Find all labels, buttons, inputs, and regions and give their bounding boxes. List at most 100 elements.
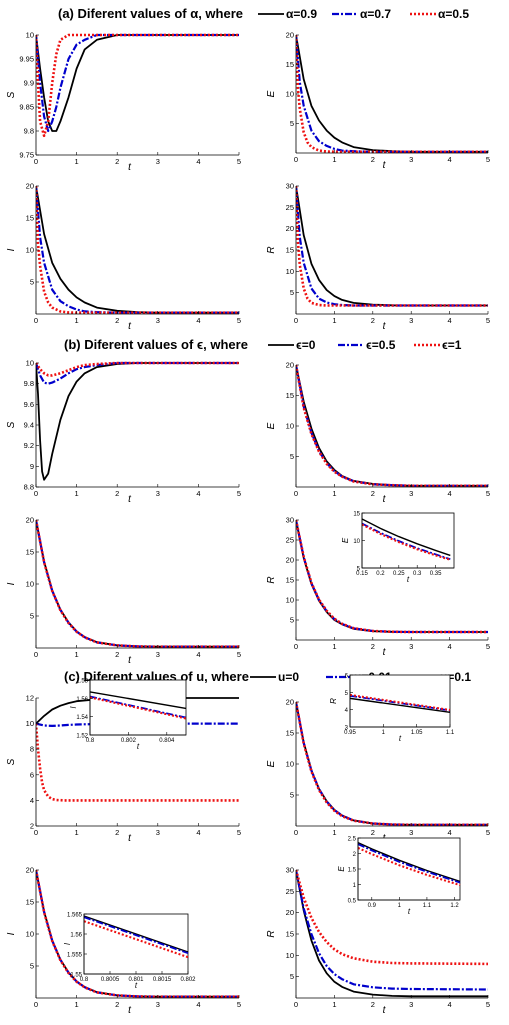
y-tick-label: 1.56 [70,933,82,939]
x-tick-label: 4 [196,1000,200,1009]
y-tick-label: 8 [30,745,34,754]
series-line-3 [296,34,488,154]
series-line-1 [296,869,488,998]
x-tick-label: 3 [156,157,160,166]
y-tick-label: 9.8 [24,379,34,388]
x-tick-label: 5 [237,316,241,325]
series-line-1 [296,34,488,153]
x-tick-label: 0.2 [376,571,385,577]
x-axis-label: t [128,833,132,844]
y-axis-label: E [337,866,346,872]
y-tick-label: 6 [30,770,34,779]
y-tick-label: 10 [286,267,294,276]
y-tick-label: 20 [26,516,34,525]
x-tick-label: 2 [371,316,375,325]
y-tick-label: 0.5 [348,899,357,905]
x-tick-label: 0.25 [393,571,405,577]
y-axis-label: I [69,706,78,709]
x-tick-label: 0.35 [430,571,442,577]
x-tick-label: 0 [34,316,38,325]
y-tick-label: 10 [26,246,34,255]
series-line-3 [362,523,451,561]
x-axis-label: t [383,1005,387,1016]
y-tick-label: 5 [30,962,34,971]
x-tick-label: 1.2 [450,903,459,909]
b-S-panel: 0 1 2 3 4 5 8.8 9 9.2 9.4 9.6 9.8 10 t S [6,359,241,506]
a-I-panel: 0 1 2 3 4 5 5 10 15 20 t I [6,182,241,333]
y-tick-label: 15 [286,576,294,585]
x-tick-label: 5 [486,489,490,498]
y-tick-label: 9.85 [19,103,34,112]
x-tick-label: 1 [75,316,79,325]
y-tick-label: 9.8 [24,127,34,136]
series-line-3 [296,519,488,634]
series-line-3 [296,869,489,966]
y-tick-label: 12 [26,694,34,703]
series-line-2 [296,34,488,153]
x-tick-label: 4 [448,155,452,164]
series-line-2 [84,916,189,955]
x-tick-label: 1 [75,157,79,166]
series-line-1 [36,519,239,648]
legend-label: α=0.9 [286,7,317,21]
x-axis-label: t [128,162,132,173]
y-tick-label: 25 [286,887,294,896]
series-line-1 [36,362,239,481]
y-tick-label: 2 [353,852,357,858]
y-tick-label: 1.54 [76,715,88,721]
x-tick-label: 2 [371,1000,375,1009]
x-axis-label: t [408,907,411,916]
x-tick-label: 2 [371,155,375,164]
b-I-panel: 0 1 2 3 4 5 5 10 15 20 t I [6,516,241,667]
y-tick-label: 5 [30,278,34,287]
series-line-1 [36,185,239,314]
y-axis-label: R [266,576,277,583]
y-tick-label: 10 [286,951,294,960]
y-axis-label: E [266,90,277,97]
y-tick-label: 15 [286,60,294,69]
c-I-panel: 0 1 2 3 4 5 5 10 15 20 t I [6,866,241,1017]
x-tick-label: 3 [156,650,160,659]
x-tick-label: 1.1 [423,903,432,909]
y-tick-label: 20 [26,182,34,191]
series-line-1 [296,185,488,307]
y-tick-label: 2 [30,822,34,831]
y-tick-label: 15 [286,246,294,255]
legend-label: ϵ=0.5 [366,338,396,352]
x-tick-label: 2 [115,650,119,659]
x-tick-label: 3 [156,316,160,325]
series-line-3 [350,693,451,712]
y-axis-label: I [6,248,17,251]
y-tick-label: 1 [353,883,357,889]
x-tick-label: 0 [34,157,38,166]
x-tick-label: 0.9 [368,903,377,909]
x-tick-label: 1 [398,903,402,909]
y-tick-label: 1.58 [76,679,88,685]
y-tick-label: 1.565 [67,913,83,919]
x-tick-label: 5 [237,828,241,837]
y-tick-label: 25 [286,536,294,545]
series-line-2 [296,519,488,634]
x-tick-label: 3 [156,1000,160,1009]
x-tick-label: 3 [409,316,413,325]
x-tick-label: 4 [196,828,200,837]
x-axis-label: t [383,160,387,171]
x-tick-label: 1 [332,642,336,651]
y-tick-label: 10 [286,760,294,769]
series-line-1 [84,915,189,953]
series-line-3 [36,869,239,998]
y-axis-label: E [266,422,277,429]
x-tick-label: 3 [409,828,413,837]
x-tick-label: 3 [156,489,160,498]
series-line-3 [36,519,239,648]
y-tick-label: 9.4 [24,421,34,430]
series-line-3 [358,846,461,887]
y-axis-label: E [266,760,277,767]
x-tick-label: 5 [486,642,490,651]
x-tick-label: 1 [75,489,79,498]
series-line-1 [90,691,187,710]
series-line-2 [358,843,461,884]
legend-label: ϵ=1 [442,338,462,352]
x-tick-label: 3 [156,828,160,837]
y-tick-label: 10 [286,90,294,99]
